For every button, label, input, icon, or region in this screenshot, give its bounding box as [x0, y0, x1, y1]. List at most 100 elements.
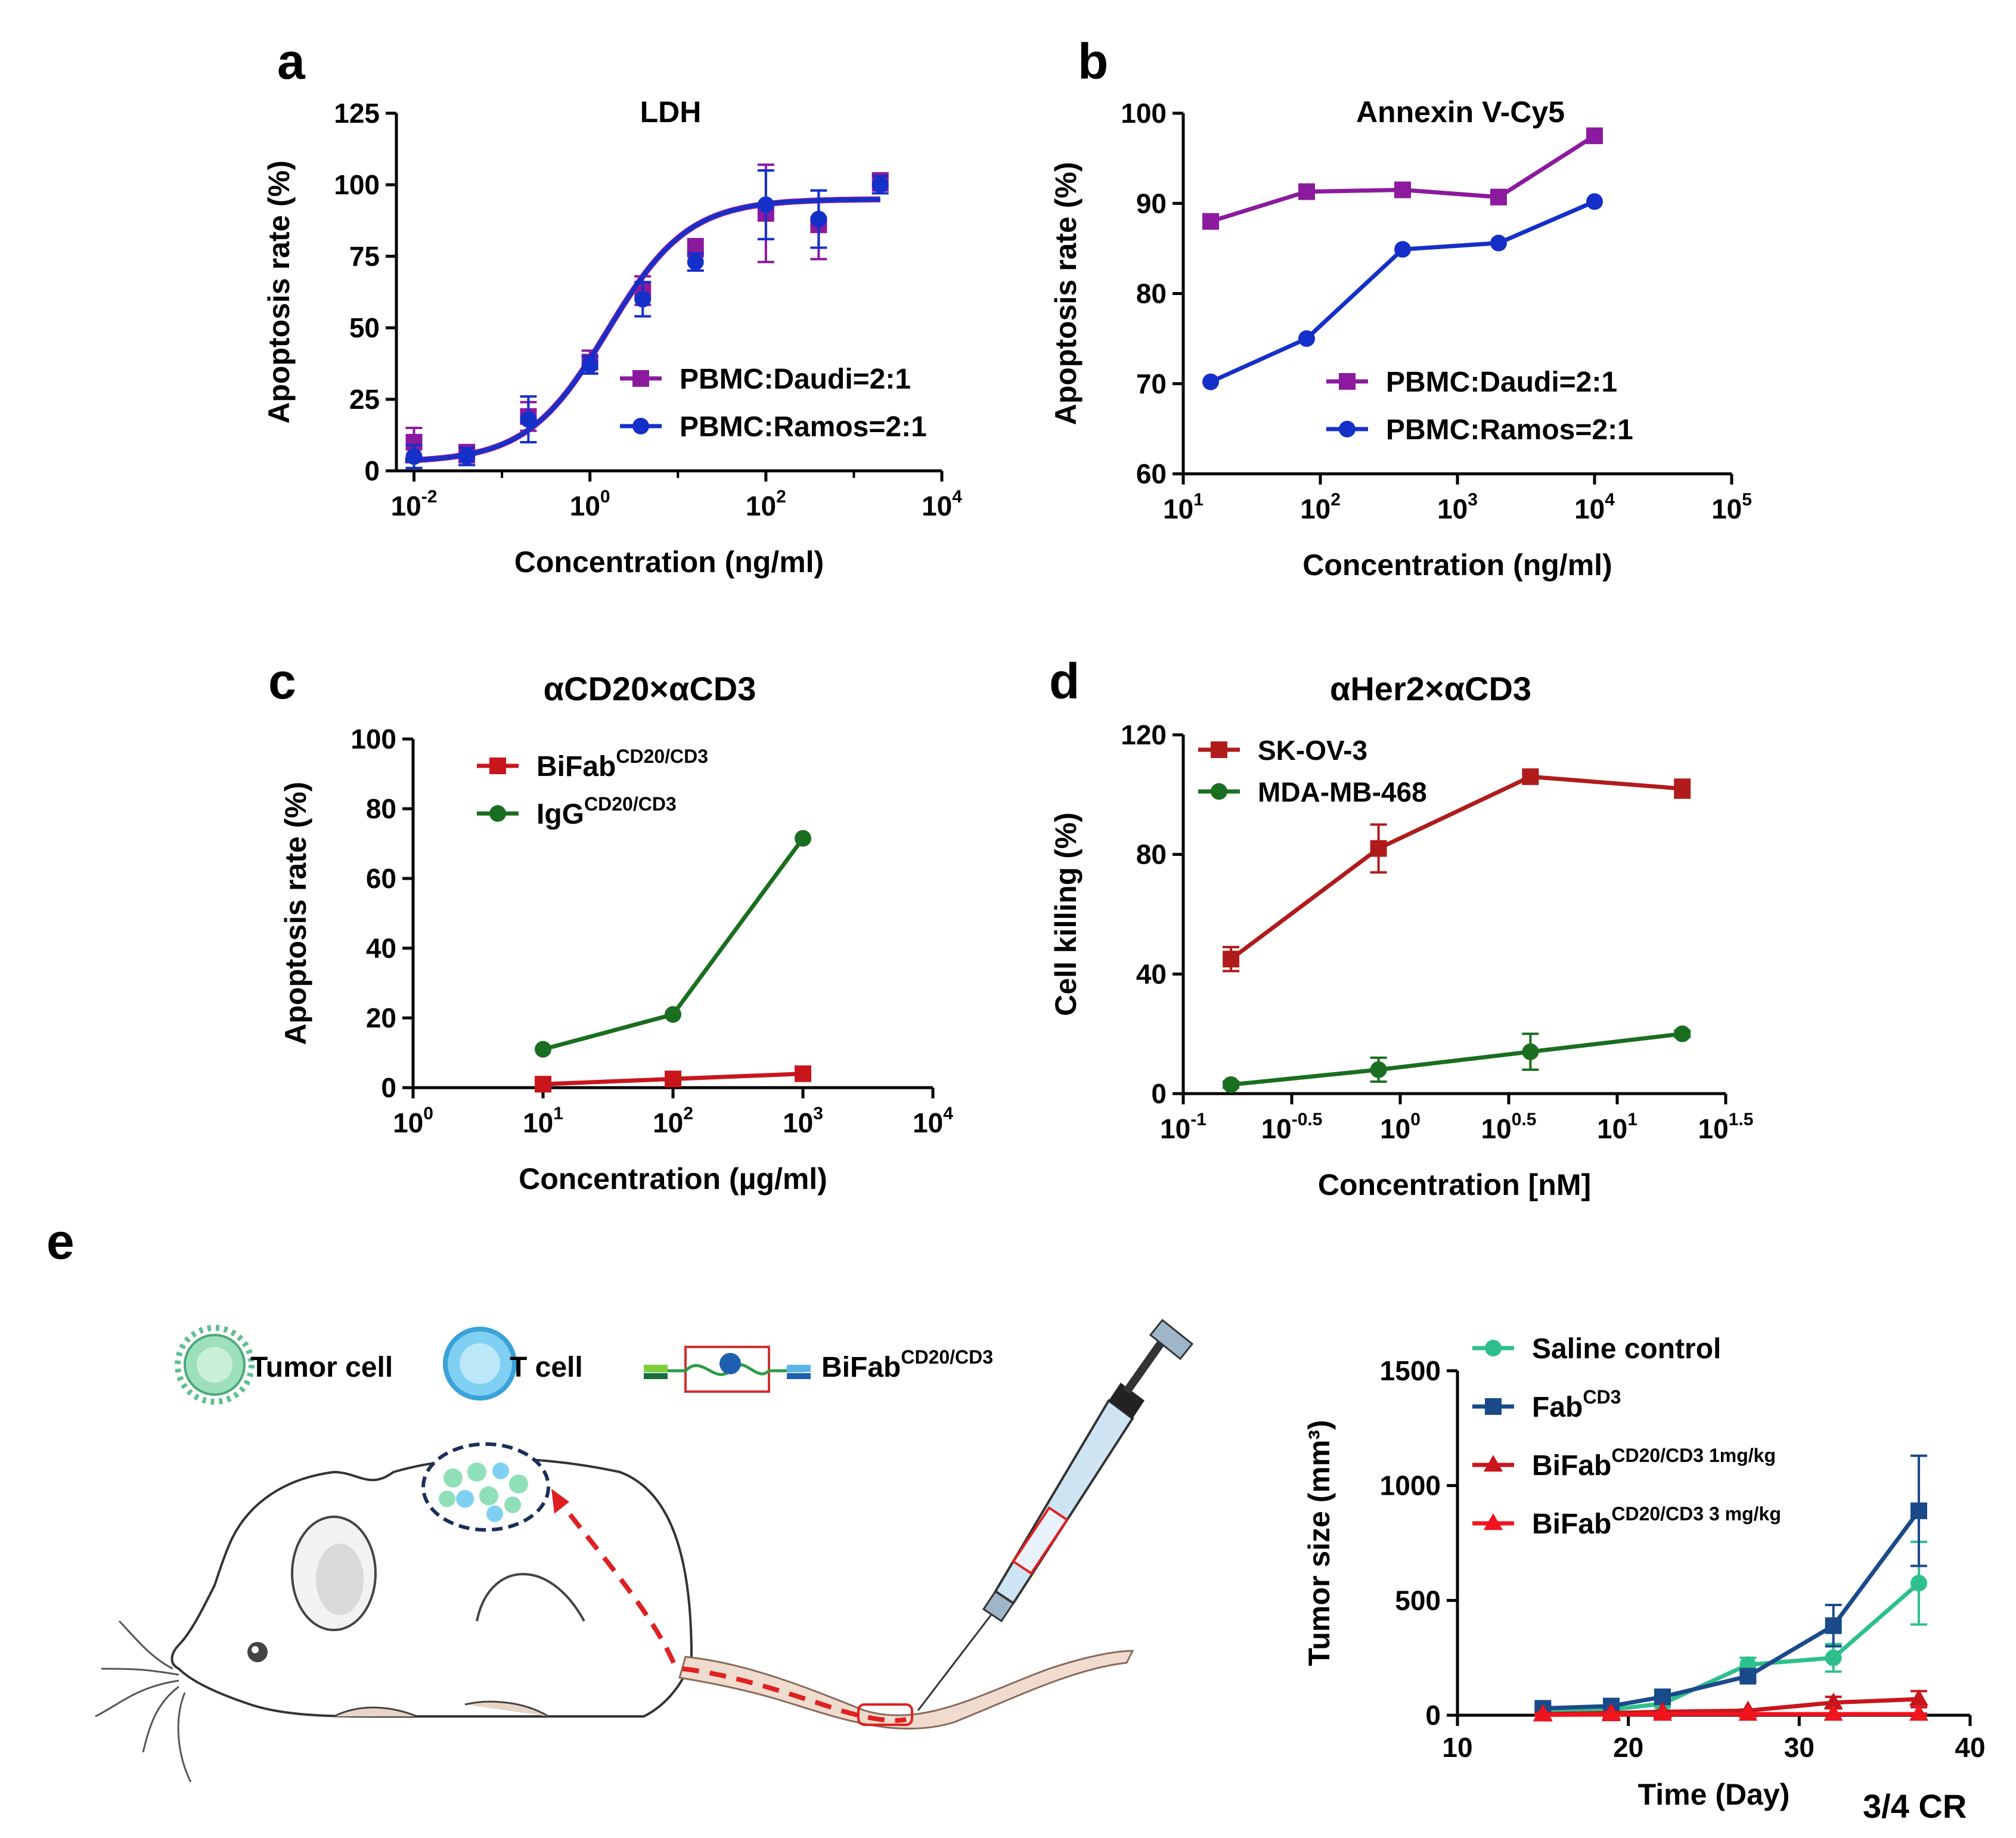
- t-cell-label: T cell: [510, 1352, 583, 1383]
- data-point: [1298, 183, 1315, 200]
- fit-curve: [405, 197, 880, 463]
- legend-item-1: MDA-MB-468: [1198, 777, 1427, 808]
- series-0: [535, 1065, 811, 1093]
- legend-marker: [1485, 1398, 1502, 1415]
- x-tick-label: 10-1: [1160, 1110, 1207, 1144]
- legend-label: PBMC:Ramos=2:1: [680, 411, 927, 443]
- y-tick-label: 90: [1136, 188, 1167, 219]
- legend-marker: [632, 418, 649, 434]
- y-axis-label: Apoptosis rate (%): [279, 782, 312, 1045]
- x-tick-label: 10-2: [391, 487, 438, 521]
- x-tick-exp: 1: [1193, 490, 1204, 510]
- y-tick-label: 1000: [1380, 1470, 1441, 1501]
- t-cell-icon: [443, 1327, 517, 1401]
- mouse-illustration: [95, 1442, 1134, 1783]
- x-tick-base: 10: [1163, 493, 1193, 524]
- data-point: [871, 176, 889, 193]
- legend-marker: [1485, 1340, 1502, 1356]
- data-point: [1601, 1705, 1621, 1722]
- legend-marker: [489, 757, 506, 774]
- data-point: [1909, 1704, 1929, 1721]
- data-point: [1394, 241, 1411, 258]
- data-point: [1674, 1025, 1691, 1042]
- data-point: [665, 1070, 681, 1088]
- panel-letter-c: c: [268, 653, 296, 709]
- legend-item-1: PBMC:Ramos=2:1: [620, 411, 927, 443]
- legend-item-0: Saline control: [1472, 1333, 1721, 1365]
- legend-label-main: SK-OV-3: [1258, 735, 1367, 766]
- x-tick-base: 10: [1597, 1113, 1627, 1144]
- x-tick-label: 100: [393, 1104, 433, 1138]
- legend-item-0: PBMC:Daudi=2:1: [620, 364, 911, 395]
- legend-label-main: PBMC:Daudi=2:1: [1386, 367, 1617, 398]
- legend-label: PBMC:Daudi=2:1: [680, 364, 911, 395]
- x-tick-exp: 1: [1627, 1110, 1637, 1129]
- x-tick-base: 10: [783, 1107, 813, 1138]
- x-tick-label: 104: [922, 487, 962, 521]
- legend-label: BiFabCD20/CD3 3 mg/kg: [1532, 1503, 1781, 1540]
- legend-marker: [1339, 421, 1356, 437]
- x-tick-base: 10: [1481, 1113, 1512, 1144]
- data-point: [1223, 951, 1240, 968]
- legend-label-sup: CD20/CD3: [584, 793, 677, 815]
- chart-title: Annexin V-Cy5: [1356, 95, 1565, 129]
- chart-title: αHer2×αCD3: [1330, 670, 1531, 707]
- x-tick-base: 10: [922, 490, 952, 521]
- x-tick-base: 10: [1698, 1113, 1729, 1144]
- x-tick-exp: 1.5: [1729, 1110, 1754, 1129]
- data-point: [1394, 181, 1411, 198]
- x-tick-label: 103: [783, 1104, 823, 1138]
- x-tick-label: 104: [913, 1104, 953, 1138]
- legend-label-sup: CD3: [1583, 1386, 1621, 1408]
- legend-label-main: BiFab: [1532, 1450, 1611, 1482]
- data-point: [1490, 234, 1507, 252]
- legend-marker: [1211, 783, 1227, 800]
- cr-label: 3/4 CR: [1863, 1787, 1967, 1825]
- x-tick-label: 100: [1380, 1110, 1420, 1144]
- legend-label: IgGCD20/CD3: [536, 793, 677, 830]
- series-line: [1209, 200, 1596, 384]
- data-point: [757, 196, 774, 213]
- y-tick-label: 60: [366, 863, 396, 894]
- data-point: [1298, 330, 1315, 347]
- legend-item-0: SK-OV-3: [1198, 735, 1367, 766]
- tumor-cell-icon: [175, 1325, 255, 1405]
- x-tick-base: 10: [1574, 493, 1605, 524]
- x-axis-label: Concentration (ng/ml): [1302, 548, 1612, 582]
- x-tick-exp: 4: [1605, 490, 1615, 510]
- y-tick-label: 100: [1121, 98, 1167, 129]
- series-1: [405, 169, 889, 470]
- series-0: [1223, 768, 1691, 973]
- x-tick-exp: 2: [1330, 490, 1341, 510]
- x-tick-base: 10: [913, 1107, 943, 1138]
- data-point: [1825, 1649, 1842, 1666]
- bifab-label-sup: CD20/CD3: [901, 1346, 993, 1368]
- panel-letter-e: e: [46, 1213, 75, 1269]
- y-tick-label: 75: [349, 241, 380, 272]
- x-tick-exp: -0.5: [1292, 1110, 1323, 1129]
- data-point: [1202, 213, 1219, 230]
- data-point: [1370, 840, 1387, 857]
- x-tick-exp: 5: [1742, 490, 1752, 510]
- x-tick-label: 101: [523, 1104, 563, 1138]
- legend-item-1: IgGCD20/CD3: [477, 793, 677, 830]
- x-tick-label: 20: [1613, 1732, 1643, 1763]
- syringe-illustration: [917, 1318, 1194, 1711]
- legend-label-main: Saline control: [1532, 1333, 1721, 1365]
- series-0: [1534, 1541, 1927, 1719]
- legend-label-sup: CD20/CD3 1mg/kg: [1611, 1445, 1776, 1466]
- x-tick-base: 10: [1261, 1113, 1292, 1144]
- data-point: [795, 830, 811, 847]
- x-tick-exp: 4: [943, 1104, 953, 1123]
- x-tick-label: 105: [1711, 490, 1752, 524]
- chart-e: 0 500 1000 1500 10 20 30 40 Time (Day) Tumor size…: [1302, 1333, 1986, 1811]
- x-tick-label: 101: [1163, 490, 1204, 524]
- legend-label-main: BiFab: [536, 751, 616, 783]
- legend-label-main: IgG: [536, 799, 584, 830]
- y-tick-label: 120: [1121, 719, 1167, 750]
- data-point: [1738, 1704, 1758, 1721]
- x-axis-label: Time (Day): [1638, 1778, 1790, 1811]
- data-point: [1370, 1061, 1387, 1078]
